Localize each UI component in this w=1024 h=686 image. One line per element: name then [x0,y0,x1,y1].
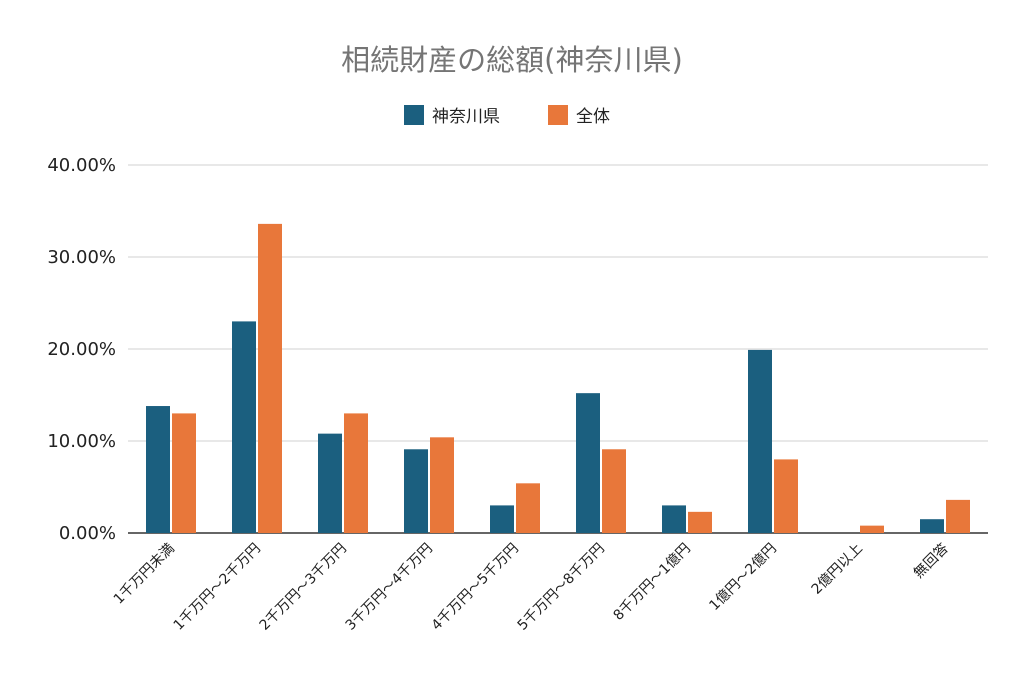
y-tick-label: 10.00% [47,431,116,452]
x-tick-label: 8千万円～1億円 [611,541,694,624]
bar [344,413,368,533]
bar [662,505,686,533]
bar [258,223,282,533]
bar [774,459,798,533]
x-tick-label: 3千万円～4千万円 [343,541,436,634]
bar [748,349,772,533]
bar [232,321,256,533]
bar [860,525,884,533]
bar [920,519,944,533]
x-tick-label: 無回答 [910,540,952,582]
y-tick-label: 30.00% [47,247,116,268]
bars [146,223,970,533]
y-tick-label: 20.00% [47,339,116,360]
bar [490,505,514,533]
bar [318,433,342,533]
chart-title: 相続財産の総額(神奈川県) [341,43,683,77]
x-axis: 1千万円未満1千万円～2千万円2千万円～3千万円3千万円～4千万円4千万円～5千… [111,540,952,634]
legend-swatch [548,105,568,125]
x-tick-label: 2千万円～3千万円 [257,541,350,634]
bar [146,406,170,533]
grid [128,164,988,442]
y-tick-label: 0.00% [59,523,116,544]
bar [946,499,970,533]
legend-label: 全体 [576,107,610,127]
legend: 神奈川県 全体 [404,105,610,127]
x-tick-label: 5千万円～8千万円 [515,541,608,634]
bar [576,393,600,533]
x-tick-label: 1億円～2億円 [706,541,779,614]
x-tick-label: 1千万円～2千万円 [171,541,264,634]
bar [404,449,428,533]
bar [430,437,454,533]
bar [602,449,626,533]
bar [516,483,540,533]
y-tick-label: 40.00% [47,155,116,176]
legend-swatch [404,105,424,125]
x-tick-label: 2億円以上 [809,541,866,598]
legend-label: 神奈川県 [432,107,500,127]
x-tick-label: 4千万円～5千万円 [429,541,522,634]
bar [688,511,712,533]
x-tick-label: 1千万円未満 [111,541,178,608]
bar [172,413,196,533]
